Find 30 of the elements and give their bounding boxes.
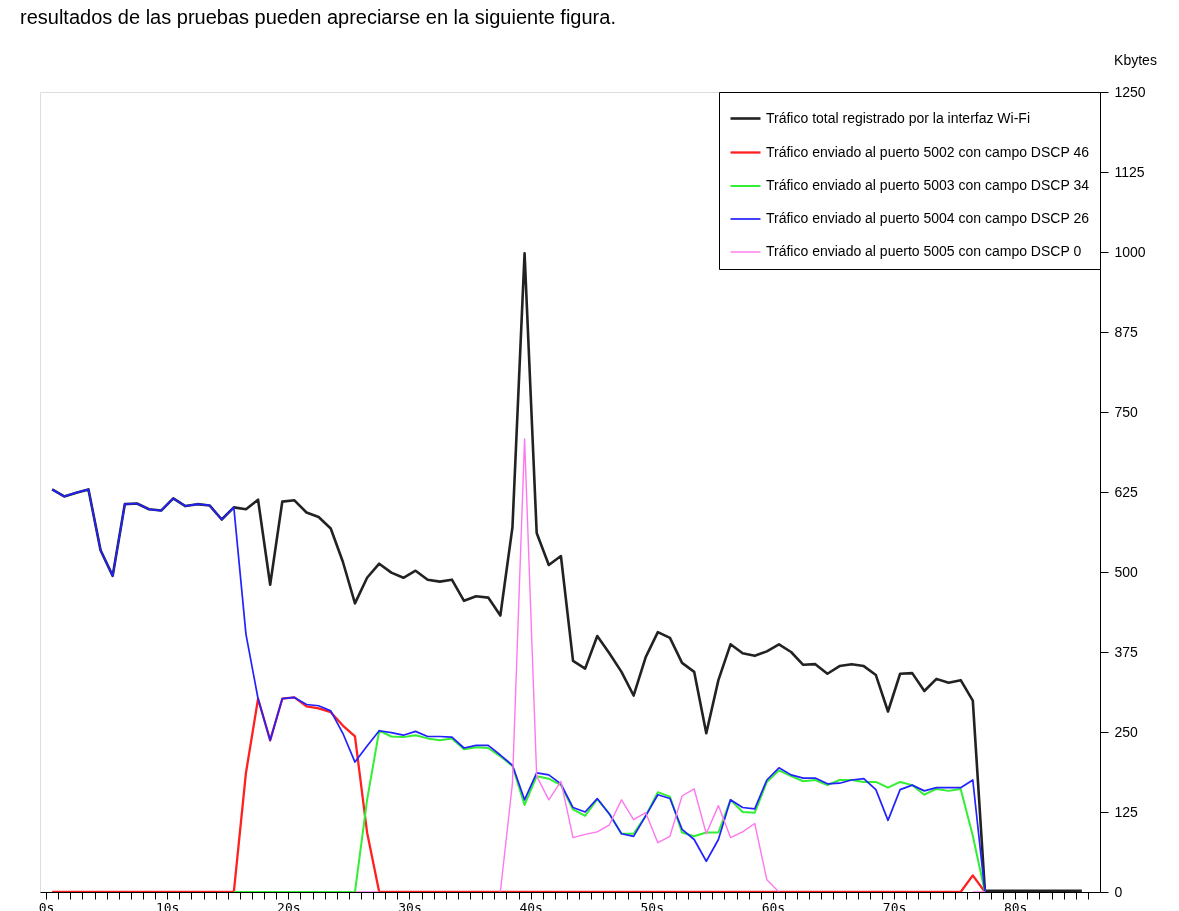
y-tick-label: 0: [1114, 883, 1123, 900]
y-tick-label: 750: [1114, 403, 1139, 420]
x-tick-label: 30s: [398, 899, 422, 911]
y-tick-label: 625: [1114, 483, 1139, 500]
x-tick-label: 0s: [38, 899, 55, 911]
x-tick-label: 10s: [155, 899, 180, 911]
x-tick-label: 80s: [1003, 899, 1028, 911]
x-tick-label: 70s: [882, 899, 907, 911]
x-tick-label: 20s: [277, 899, 301, 911]
y-tick-label: 500: [1114, 563, 1139, 580]
y-axis-title: Kbytes: [1114, 51, 1157, 68]
x-tick-label: 50s: [640, 899, 665, 911]
y-tick-label: 1000: [1114, 243, 1146, 260]
x-tick-label: 40s: [519, 899, 543, 911]
legend-label: Tráfico enviado al puerto 5002 con campo DSCP 46: [766, 143, 1090, 160]
y-tick-label: 1250: [1114, 83, 1146, 100]
y-tick-label: 125: [1114, 803, 1139, 820]
legend-label: Tráfico total registrado por la interfaz Wi-Fi: [766, 109, 1031, 126]
legend-label: Tráfico enviado al puerto 5005 con campo DSCP 0: [766, 243, 1082, 259]
legend-label: Tráfico enviado al puerto 5003 con campo DSCP 34: [766, 177, 1090, 193]
y-tick-label: 875: [1114, 323, 1139, 340]
y-tick-label: 375: [1114, 643, 1139, 660]
text: resultados de las pruebas pueden apreciarse en la siguiente figura.: [20, 6, 616, 28]
line-series: [232, 729, 986, 892]
line-series: [50, 696, 987, 892]
line-series: [51, 488, 986, 892]
y-tick-label: 1125: [1114, 163, 1145, 180]
legend-label: Tráfico enviado al puerto 5004 con campo DSCP 26: [766, 210, 1090, 226]
y-tick-label: 250: [1114, 723, 1139, 740]
x-tick-label: 60s: [761, 899, 786, 911]
